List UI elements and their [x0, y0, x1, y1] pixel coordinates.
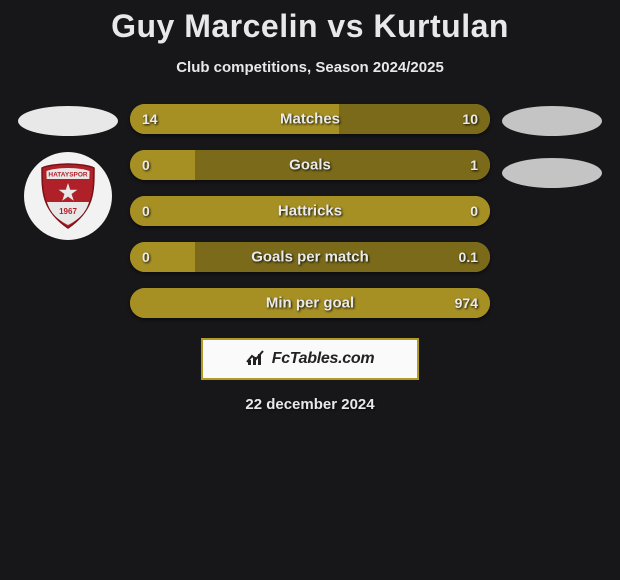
svg-text:1967: 1967 — [59, 207, 77, 216]
date-label: 22 december 2024 — [0, 396, 620, 413]
stat-bar: 0 0 Hattricks — [130, 196, 490, 226]
brand-name: FcTables.com — [272, 350, 375, 368]
right-player-avatar — [502, 106, 602, 136]
left-player-avatar — [18, 106, 118, 136]
bar-value-right: 10 — [462, 111, 478, 127]
bar-label: Hattricks — [278, 203, 342, 220]
bar-label: Matches — [280, 111, 340, 128]
stat-bar: 974 Min per goal — [130, 288, 490, 318]
left-player-col: HATAYSPOR 1967 — [18, 104, 118, 240]
page-title: Guy Marcelin vs Kurtulan — [0, 8, 620, 45]
bar-label: Min per goal — [266, 295, 354, 312]
right-player-col — [502, 104, 602, 188]
chart-icon — [246, 348, 266, 371]
bar-value-left: 0 — [142, 157, 150, 173]
bar-value-left: 0 — [142, 203, 150, 219]
bar-label: Goals — [289, 157, 331, 174]
left-club-badge: HATAYSPOR 1967 — [24, 152, 112, 240]
bar-segment-right — [195, 150, 490, 180]
bar-value-left: 0 — [142, 249, 150, 265]
stat-bars: 14 10 Matches 0 1 Goals 0 0 Hattricks 0 0.1 Goals p… — [130, 104, 490, 318]
stat-bar: 14 10 Matches — [130, 104, 490, 134]
main-row: HATAYSPOR 1967 14 10 Matches 0 1 Goals 0 0 Hattr… — [0, 104, 620, 318]
bar-value-right: 974 — [455, 295, 478, 311]
bar-value-left: 14 — [142, 111, 158, 127]
bar-segment-left — [130, 150, 195, 180]
right-club-badge — [502, 158, 602, 188]
comparison-card: Guy Marcelin vs Kurtulan Club competitio… — [0, 0, 620, 413]
bar-value-right: 1 — [470, 157, 478, 173]
stat-bar: 0 0.1 Goals per match — [130, 242, 490, 272]
bar-label: Goals per match — [251, 249, 369, 266]
stat-bar: 0 1 Goals — [130, 150, 490, 180]
bar-value-right: 0 — [470, 203, 478, 219]
bar-segment-left — [130, 242, 195, 272]
brand-footer: FcTables.com — [201, 338, 419, 380]
page-subtitle: Club competitions, Season 2024/2025 — [0, 59, 620, 76]
bar-value-right: 0.1 — [459, 249, 478, 265]
svg-text:HATAYSPOR: HATAYSPOR — [48, 172, 88, 179]
hatayspor-badge-icon: HATAYSPOR 1967 — [38, 162, 98, 230]
